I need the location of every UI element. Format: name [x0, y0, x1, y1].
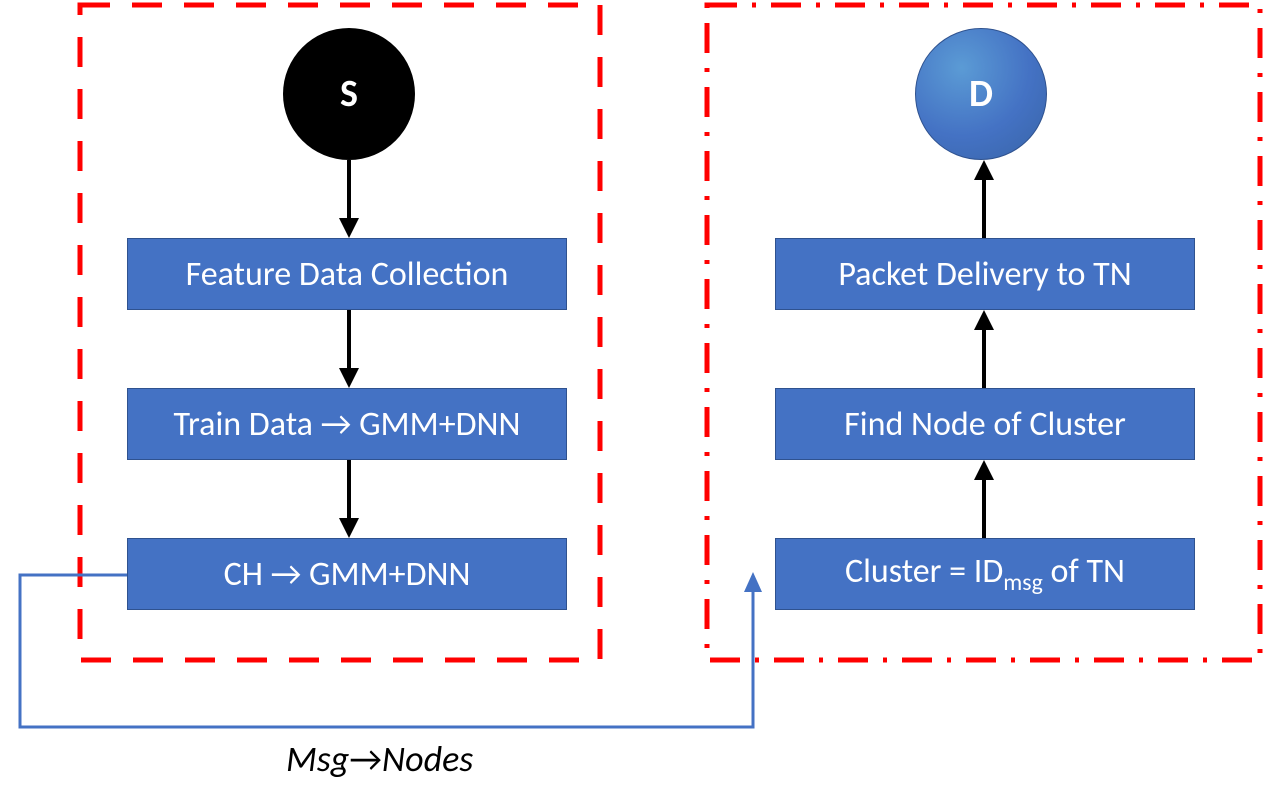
- node-s-label: S: [340, 71, 358, 117]
- diagram-canvas: S D Feature Data Collection Train Data →…: [0, 0, 1279, 791]
- box-train-label: Train Data → GMM+DNN: [174, 404, 521, 445]
- arrow-packet-to-d: [974, 160, 994, 238]
- node-d-label: D: [969, 71, 993, 117]
- box-ch: CH → GMM+DNN: [127, 538, 567, 610]
- box-packet-label: Packet Delivery to TN: [838, 254, 1131, 295]
- box-cluster: Cluster = IDmsg of TN: [775, 538, 1195, 610]
- box-find-node-label: Find Node of Cluster: [844, 404, 1126, 445]
- node-d: D: [915, 28, 1047, 160]
- arrow-cluster-to-find: [974, 460, 994, 538]
- flow-label: Msg→Nodes: [286, 737, 473, 781]
- arrow-train-to-ch: [339, 460, 359, 538]
- box-feature-label: Feature Data Collection: [186, 254, 509, 295]
- box-find-node: Find Node of Cluster: [775, 388, 1195, 460]
- arrow-feature-to-train: [339, 310, 359, 388]
- box-train: Train Data → GMM+DNN: [127, 388, 567, 460]
- node-s: S: [283, 28, 415, 160]
- arrow-s-to-feature: [339, 160, 359, 238]
- box-ch-label: CH → GMM+DNN: [224, 554, 471, 595]
- box-cluster-label: Cluster = IDmsg of TN: [845, 551, 1125, 597]
- arrow-find-to-packet: [974, 310, 994, 388]
- box-feature: Feature Data Collection: [127, 238, 567, 310]
- box-packet: Packet Delivery to TN: [775, 238, 1195, 310]
